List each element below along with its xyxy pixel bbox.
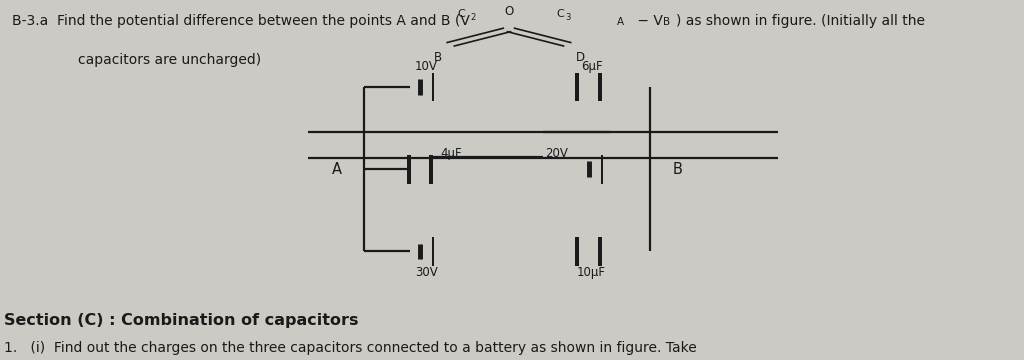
Text: 6μF: 6μF [581,60,602,73]
Text: 10V: 10V [415,60,437,73]
Text: 1.   (i)  Find out the charges on the three capacitors connected to a battery as: 1. (i) Find out the charges on the three… [4,341,697,355]
Text: 20V: 20V [546,147,568,160]
Text: 3: 3 [565,13,570,22]
Text: C: C [458,9,465,19]
Text: − V: − V [633,14,663,28]
Text: Section (C) : Combination of capacitors: Section (C) : Combination of capacitors [4,313,359,328]
Text: D: D [575,51,585,64]
Text: O: O [504,5,514,18]
Text: B-3.a  Find the potential difference between the points A and B (V: B-3.a Find the potential difference betw… [11,14,469,28]
Text: A: A [617,18,625,27]
Text: B: B [664,18,671,27]
Text: 10μF: 10μF [578,266,606,279]
Text: B: B [433,51,441,64]
Text: B: B [673,162,682,177]
Text: A: A [332,162,341,177]
Text: capacitors are uncharged): capacitors are uncharged) [78,53,261,67]
Text: 4μF: 4μF [440,147,462,160]
Text: C: C [556,9,563,19]
Text: 2: 2 [470,13,475,22]
Text: 30V: 30V [415,266,437,279]
Text: ) as shown in figure. (Initially all the: ) as shown in figure. (Initially all the [677,14,926,28]
